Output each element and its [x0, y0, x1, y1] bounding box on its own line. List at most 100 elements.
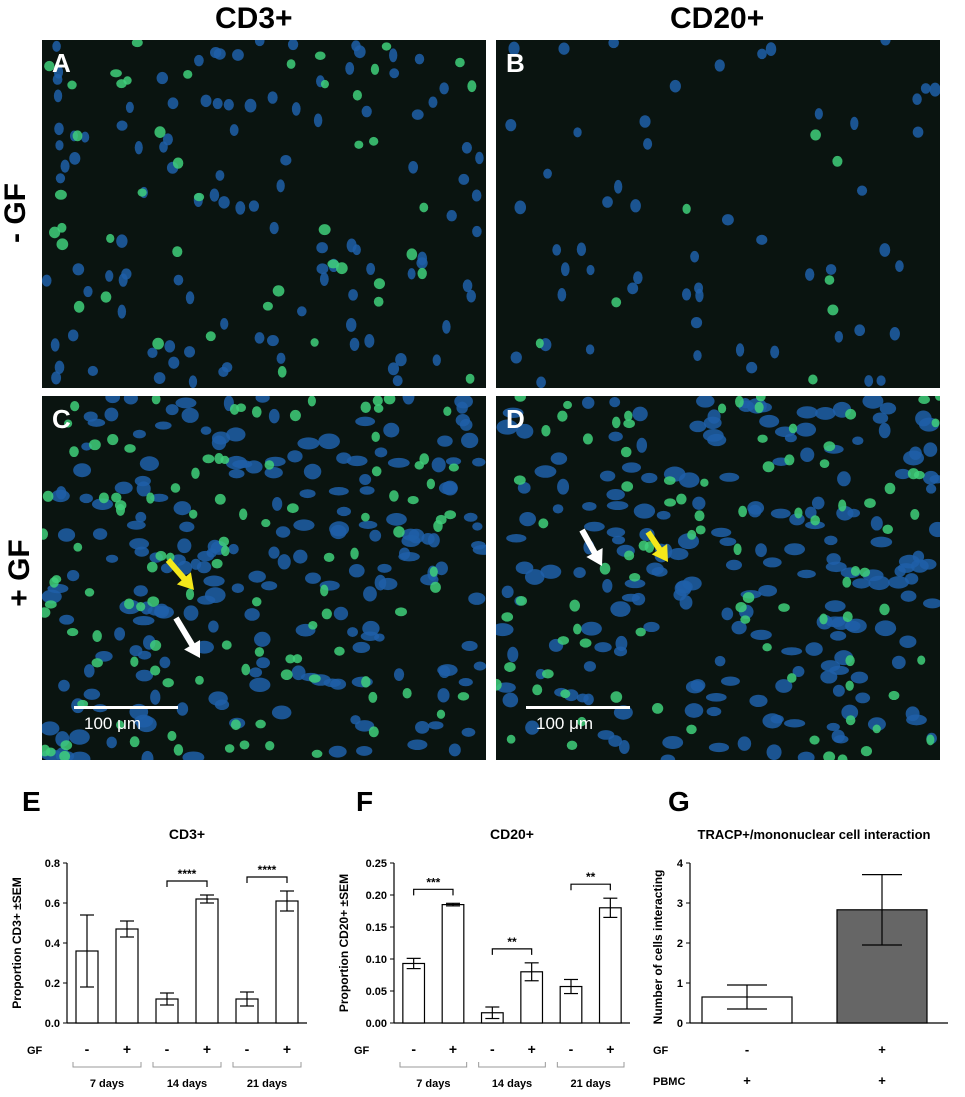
nucleus-blob	[194, 54, 204, 67]
positive-cell-blob	[285, 654, 296, 664]
nucleus-blob	[862, 396, 884, 409]
nucleus-blob	[336, 506, 352, 517]
nucleus-blob	[517, 481, 531, 494]
nucleus-blob	[415, 720, 430, 734]
nucleus-blob	[346, 238, 357, 253]
positive-cell-blob	[611, 416, 621, 429]
nucleus-blob	[912, 93, 922, 105]
positive-cell-blob	[251, 597, 262, 607]
positive-cell-blob	[92, 630, 102, 643]
positive-cell-blob	[172, 157, 184, 169]
chart-title: CD3+	[169, 826, 205, 842]
nucleus-blob	[719, 537, 737, 546]
nucleus-blob	[83, 411, 98, 422]
positive-cell-blob	[280, 669, 293, 681]
positive-cell-blob	[832, 155, 843, 167]
nucleus-blob	[641, 472, 658, 484]
nucleus-blob	[73, 463, 92, 478]
positive-cell-blob	[88, 439, 101, 451]
chart-e: CD3+ Proportion CD3+ ±SEM 0.0 0.2 0.4 0.6 0.8 -…	[10, 826, 307, 1090]
positive-cell-blob	[49, 226, 61, 239]
positive-cell-blob	[373, 404, 384, 413]
positive-cell-blob	[557, 636, 570, 645]
micrograph-a-image	[42, 40, 486, 388]
nucleus-blob	[830, 631, 847, 641]
positive-cell-blob	[430, 581, 441, 593]
positive-cell-blob	[682, 203, 691, 214]
nucleus-blob	[765, 42, 777, 56]
nucleus-blob	[196, 561, 212, 574]
positive-cell-blob	[73, 542, 83, 552]
nucleus-blob	[706, 706, 722, 717]
nucleus-blob	[552, 504, 564, 514]
positive-cell-blob	[621, 481, 634, 492]
nucleus-blob	[594, 642, 612, 653]
nucleus-blob	[496, 623, 514, 637]
positive-cell-blob	[114, 500, 127, 511]
nucleus-blob	[702, 429, 724, 442]
positive-cell-blob	[370, 63, 380, 75]
nucleus-blob	[639, 115, 651, 128]
nucleus-blob	[668, 548, 689, 561]
nucleus-blob	[581, 396, 595, 409]
nucleus-blob	[758, 584, 778, 597]
positive-cell-blob	[686, 724, 697, 735]
nucleus-blob	[880, 40, 891, 46]
nucleus-blob	[253, 631, 271, 647]
nucleus-blob	[438, 481, 458, 495]
positive-cell-blob	[368, 691, 378, 703]
group-label: 21 days	[570, 1078, 610, 1090]
nucleus-blob	[255, 396, 270, 403]
nucleus-blob	[53, 65, 64, 79]
nucleus-blob	[662, 735, 684, 750]
nucleus-blob	[681, 288, 692, 301]
positive-cell-blob	[754, 401, 764, 413]
positive-cell-blob	[735, 396, 744, 408]
nucleus-blob	[463, 512, 478, 522]
positive-cell-blob	[535, 338, 544, 349]
category-label: -	[165, 1041, 170, 1057]
nucleus-blob	[428, 96, 438, 108]
nucleus-blob	[805, 268, 815, 281]
nucleus-blob	[51, 371, 62, 385]
nucleus-blob	[696, 396, 715, 408]
positive-cell-blob	[195, 675, 204, 685]
positive-cell-blob	[784, 454, 795, 466]
nucleus-blob	[852, 436, 864, 445]
nucleus-blob	[232, 49, 244, 61]
nucleus-blob	[895, 260, 904, 272]
nucleus-blob	[923, 442, 938, 457]
nucleus-blob	[721, 214, 734, 226]
nucleus-blob	[59, 614, 75, 625]
nucleus-blob	[720, 676, 740, 686]
nucleus-blob	[792, 665, 805, 677]
nucleus-blob	[223, 99, 234, 111]
y-tick-label: 0.10	[366, 954, 387, 966]
nucleus-blob	[72, 263, 85, 276]
nucleus-blob	[52, 40, 61, 52]
nucleus-blob	[150, 689, 161, 705]
positive-cell-blob	[308, 674, 321, 683]
row-title-minus-gf: - GF	[0, 183, 32, 243]
positive-cell-blob	[123, 598, 135, 610]
nucleus-blob	[83, 664, 95, 678]
nucleus-blob	[514, 200, 527, 215]
y-tick-label: 0	[677, 1018, 683, 1030]
positive-cell-blob	[335, 262, 348, 275]
nucleus-blob	[287, 450, 303, 463]
positive-cell-blob	[541, 424, 551, 437]
positive-cell-blob	[455, 57, 465, 68]
nucleus-blob	[805, 642, 823, 656]
positive-cell-blob	[934, 396, 940, 401]
positive-cell-blob	[311, 749, 323, 758]
nucleus-blob	[432, 354, 441, 366]
category-label: +	[449, 1041, 457, 1057]
positive-cell-blob	[307, 396, 316, 407]
nucleus-blob	[117, 304, 127, 319]
nucleus-blob	[455, 414, 471, 427]
positive-cell-blob	[146, 561, 158, 573]
positive-cell-blob	[255, 719, 266, 729]
nucleus-blob	[387, 362, 400, 376]
nucleus-blob	[121, 268, 132, 280]
positive-cell-blob	[360, 401, 371, 413]
